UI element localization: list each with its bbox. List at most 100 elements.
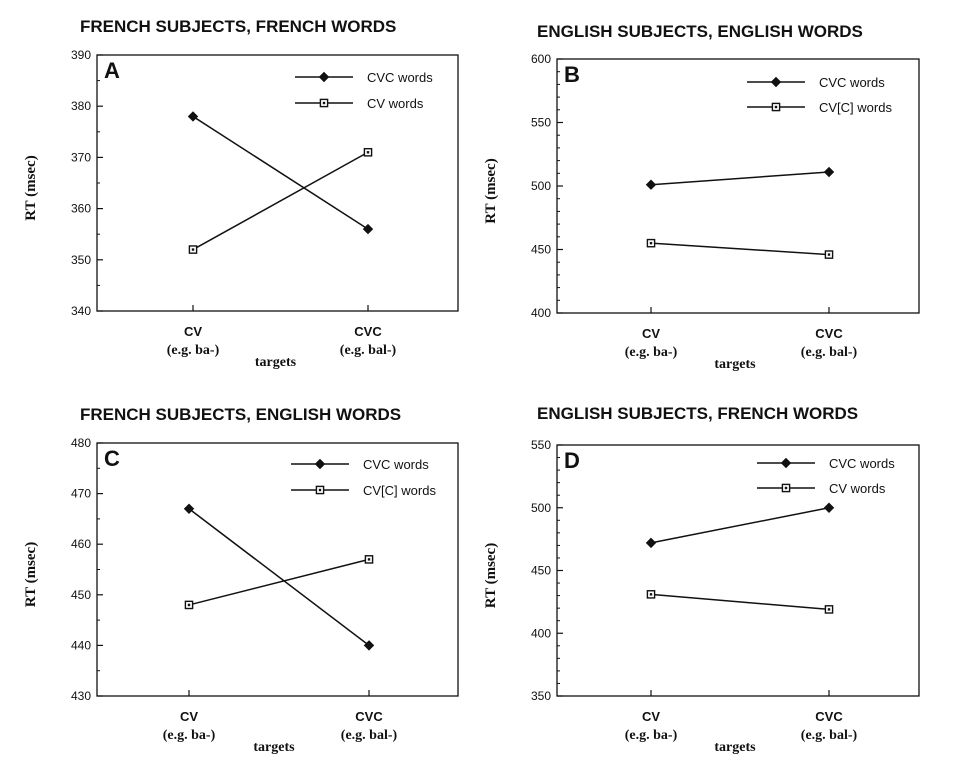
y-tick-label-d: 400 bbox=[531, 626, 551, 640]
data-point-b-0 bbox=[645, 179, 657, 190]
data-point-a-0 bbox=[187, 111, 199, 122]
x-tick-label-a: CV bbox=[184, 324, 202, 339]
y-tick-label-c: 460 bbox=[71, 537, 91, 551]
legend-marker-a-1-core bbox=[322, 101, 326, 105]
legend-marker-c-1-core bbox=[318, 488, 322, 492]
series-line-b-0 bbox=[650, 171, 830, 186]
x-tick-sublabel-d: (e.g. bal-) bbox=[801, 728, 858, 743]
y-tick-label-a: 370 bbox=[71, 150, 91, 164]
y-tick-label-b: 450 bbox=[531, 243, 551, 257]
y-tick-label-c: 470 bbox=[71, 487, 91, 501]
y-tick-label-d: 350 bbox=[531, 689, 551, 703]
x-tick-label-b: CVC bbox=[815, 326, 843, 341]
data-point-d-0 bbox=[823, 502, 835, 513]
data-point-c-1-core bbox=[187, 603, 191, 607]
legend-marker-c-0 bbox=[314, 458, 326, 470]
x-axis-label-c: targets bbox=[253, 740, 295, 755]
chart-title-a: FRENCH SUBJECTS, FRENCH WORDS bbox=[80, 17, 396, 36]
y-tick-label-b: 500 bbox=[531, 179, 551, 193]
legend-marker-b-0 bbox=[770, 76, 782, 88]
chart-panel-b: ENGLISH SUBJECTS, ENGLISH WORDS B 400 450 50… bbox=[483, 22, 920, 372]
y-tick-label-a: 340 bbox=[71, 304, 91, 318]
y-axis-label-d: RT (msec) bbox=[483, 543, 499, 608]
series-line-b-1 bbox=[650, 242, 830, 256]
panel-letter-d: D bbox=[564, 448, 580, 473]
data-point-c-0 bbox=[183, 503, 195, 514]
x-tick-sublabel-c: (e.g. bal-) bbox=[341, 728, 398, 743]
series-line-d-1 bbox=[650, 593, 830, 611]
data-point-b-0 bbox=[823, 166, 835, 178]
x-tick-label-c: CV bbox=[180, 709, 198, 724]
y-tick-label-a: 350 bbox=[71, 253, 91, 267]
chart-panel-d: ENGLISH SUBJECTS, FRENCH WORDS D 350 400 450… bbox=[483, 404, 920, 755]
x-tick-sublabel-b: (e.g. bal-) bbox=[801, 345, 858, 360]
legend-label-b-1: CV[C] words bbox=[819, 100, 892, 115]
chart-panel-a: FRENCH SUBJECTS, FRENCH WORDS A 340 350 360 3… bbox=[23, 17, 459, 370]
y-tick-label-a: 380 bbox=[71, 99, 91, 113]
x-tick-label-d: CVC bbox=[815, 709, 843, 724]
legend-label-b-0: CVC words bbox=[819, 75, 885, 90]
y-tick-label-b: 550 bbox=[531, 116, 551, 130]
data-point-b-1-core bbox=[649, 241, 653, 245]
x-tick-label-a: CVC bbox=[354, 324, 382, 339]
legend-label-d-1: CV words bbox=[829, 481, 886, 496]
legend-label-c-0: CVC words bbox=[363, 457, 429, 472]
y-tick-label-d: 550 bbox=[531, 438, 551, 452]
chart-title-c: FRENCH SUBJECTS, ENGLISH WORDS bbox=[80, 405, 401, 424]
x-tick-label-d: CV bbox=[642, 709, 660, 724]
legend-marker-d-1-core bbox=[784, 486, 788, 490]
y-axis-label-a: RT (msec) bbox=[23, 155, 39, 220]
y-tick-label-b: 400 bbox=[531, 306, 551, 320]
chart-title-d: ENGLISH SUBJECTS, FRENCH WORDS bbox=[537, 404, 858, 423]
y-tick-label-a: 390 bbox=[71, 48, 91, 62]
x-tick-label-c: CVC bbox=[355, 709, 383, 724]
legend-marker-d-0 bbox=[780, 457, 792, 469]
legend-label-a-1: CV words bbox=[367, 96, 424, 111]
x-tick-sublabel-b: (e.g. ba-) bbox=[625, 345, 678, 360]
y-tick-label-c: 430 bbox=[71, 689, 91, 703]
data-point-d-1-core bbox=[827, 608, 831, 611]
panel-letter-b: B bbox=[564, 62, 580, 87]
y-tick-label-d: 450 bbox=[531, 564, 551, 578]
series-line-c-0 bbox=[188, 508, 370, 646]
y-tick-label-a: 360 bbox=[71, 202, 91, 216]
series-line-a-1 bbox=[192, 151, 369, 251]
panel-letter-a: A bbox=[104, 58, 120, 83]
data-point-a-1-core bbox=[191, 248, 195, 251]
y-axis-label-b: RT (msec) bbox=[483, 158, 499, 223]
x-axis-label-d: targets bbox=[714, 740, 756, 755]
series-line-a-0 bbox=[192, 115, 369, 230]
plot-frame-b bbox=[556, 58, 920, 314]
legend-marker-b-1-core bbox=[774, 105, 778, 109]
data-point-a-0 bbox=[362, 223, 374, 235]
y-tick-label-c: 480 bbox=[71, 436, 91, 450]
panel-letter-c: C bbox=[104, 446, 120, 471]
x-tick-label-b: CV bbox=[642, 326, 660, 341]
chart-panel-c: FRENCH SUBJECTS, ENGLISH WORDS C 430 440 450… bbox=[23, 405, 459, 755]
y-tick-label-c: 450 bbox=[71, 588, 91, 602]
legend-label-d-0: CVC words bbox=[829, 456, 895, 471]
x-tick-sublabel-d: (e.g. ba-) bbox=[625, 728, 678, 743]
x-tick-sublabel-a: (e.g. ba-) bbox=[167, 343, 220, 358]
y-tick-label-d: 500 bbox=[531, 501, 551, 515]
data-point-d-0 bbox=[645, 537, 657, 549]
x-tick-sublabel-c: (e.g. ba-) bbox=[163, 728, 216, 743]
legend-marker-a-0 bbox=[318, 71, 330, 83]
data-point-c-0 bbox=[363, 640, 375, 651]
data-point-c-1-core bbox=[367, 558, 371, 561]
y-tick-label-c: 440 bbox=[71, 638, 91, 652]
x-tick-sublabel-a: (e.g. bal-) bbox=[340, 343, 397, 358]
plot-frame-a bbox=[96, 54, 459, 312]
legend-label-a-0: CVC words bbox=[367, 70, 433, 85]
y-axis-label-c: RT (msec) bbox=[23, 542, 39, 607]
legend-label-c-1: CV[C] words bbox=[363, 483, 436, 498]
series-line-c-1 bbox=[188, 558, 370, 606]
x-axis-label-a: targets bbox=[255, 355, 297, 370]
y-tick-label-b: 600 bbox=[531, 52, 551, 66]
x-axis-label-b: targets bbox=[714, 357, 756, 372]
series-line-d-0 bbox=[650, 507, 830, 544]
chart-title-b: ENGLISH SUBJECTS, ENGLISH WORDS bbox=[537, 22, 863, 41]
data-point-d-1-core bbox=[649, 593, 653, 596]
data-point-b-1-core bbox=[827, 253, 831, 256]
